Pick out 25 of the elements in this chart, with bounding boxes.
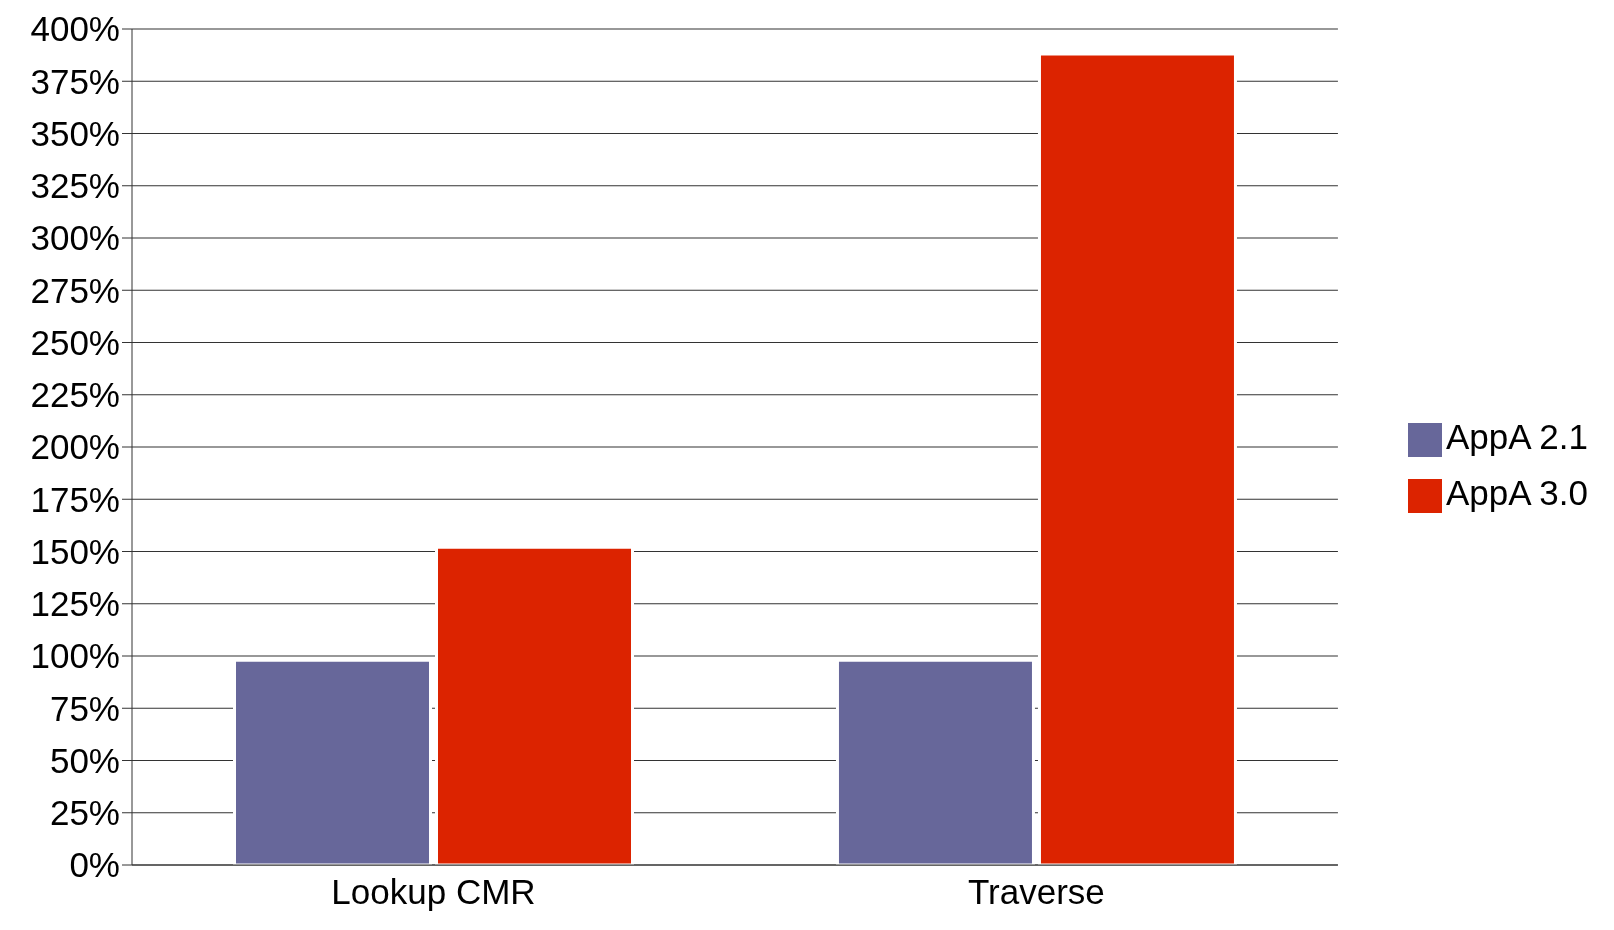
bar — [835, 658, 1035, 865]
y-tick-label: 350% — [30, 113, 120, 153]
y-tick-label: 25% — [49, 793, 120, 833]
x-tick-label: Lookup CMR — [331, 871, 536, 911]
y-tick-label: 250% — [30, 322, 120, 362]
bar — [1037, 52, 1237, 865]
y-tick-label: 75% — [49, 688, 120, 728]
y-tick-label: 300% — [30, 218, 120, 258]
y-tick-label: 325% — [30, 166, 120, 206]
bar — [435, 545, 634, 865]
y-tick-label: 200% — [30, 427, 120, 467]
y-tick-label: 225% — [30, 375, 120, 415]
y-tick-label: 125% — [30, 584, 120, 624]
y-tick-label: 150% — [30, 531, 120, 571]
legend-label: AppA 3.0 — [1445, 473, 1588, 512]
x-tick-label: Traverse — [968, 871, 1105, 911]
y-tick-label: 275% — [30, 270, 120, 310]
y-tick-label: 0% — [69, 845, 120, 885]
y-tick-label: 175% — [30, 479, 120, 519]
y-tick-label: 50% — [49, 740, 120, 780]
y-tick-label: 100% — [30, 636, 120, 676]
bar — [233, 658, 432, 865]
legend-label: AppA 2.1 — [1445, 417, 1588, 456]
y-tick-label: 400% — [30, 9, 120, 49]
y-tick-label: 375% — [30, 61, 120, 101]
